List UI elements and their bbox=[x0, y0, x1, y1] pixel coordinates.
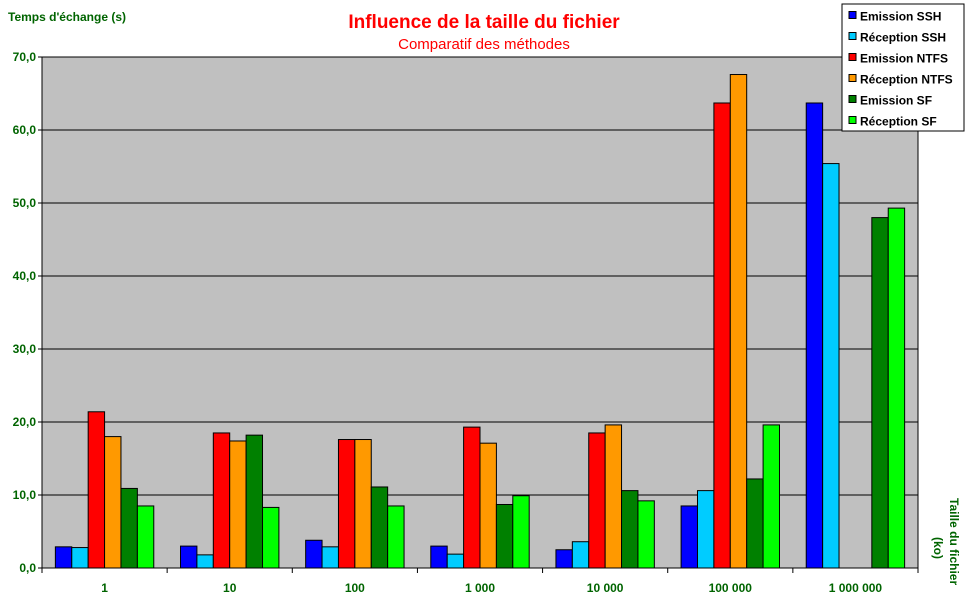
bar-2-5 bbox=[571, 541, 590, 569]
bar-5-1 bbox=[120, 487, 138, 569]
y-axis-title: Temps d'échange (s) bbox=[8, 10, 126, 24]
x-axis-title-line1: Taille du fichier bbox=[947, 498, 961, 585]
bar-4-1 bbox=[104, 436, 122, 569]
legend-swatch bbox=[848, 11, 857, 19]
legend-swatch bbox=[848, 32, 857, 40]
y-axis-ticks: 0,0 10,0 20,0 30,0 40,0 50,0 60,0 70,0 bbox=[13, 50, 42, 575]
legend-label: Emission SF bbox=[860, 94, 932, 108]
bar-2-6 bbox=[696, 490, 715, 569]
x-tick-label: 10 000 bbox=[587, 581, 624, 595]
bar-1-7 bbox=[805, 102, 824, 569]
bar-1-3 bbox=[305, 539, 323, 569]
bar-5-3 bbox=[370, 486, 389, 569]
bar-6-4 bbox=[512, 495, 530, 569]
bar-3-1 bbox=[87, 411, 106, 569]
legend-box bbox=[841, 3, 965, 132]
bar-6-7 bbox=[887, 207, 906, 569]
legend: Emission SSH Réception SSH Emission NTFS Ré… bbox=[841, 3, 965, 132]
bar-5-7 bbox=[871, 217, 889, 569]
y-tick-label: 50,0 bbox=[13, 196, 37, 210]
bar-5-4 bbox=[495, 503, 514, 569]
legend-label: Réception NTFS bbox=[860, 73, 953, 87]
bar-2-7 bbox=[822, 163, 840, 569]
x-axis-title: Taille du fichier (ko) bbox=[931, 498, 961, 585]
bar-3-4 bbox=[463, 426, 481, 569]
chart-subtitle: Comparatif des méthodes bbox=[398, 36, 570, 53]
legend-swatch bbox=[848, 74, 857, 82]
legend-label: Emission SSH bbox=[860, 10, 941, 24]
x-axis-ticks: 1 10 100 1 000 10 000 100 000 1 000 000 bbox=[41, 568, 919, 595]
bar-6-3 bbox=[387, 505, 405, 569]
bar-2-4 bbox=[446, 553, 465, 569]
x-axis-title-line2: (ko) bbox=[931, 537, 945, 559]
bar-4-2 bbox=[229, 440, 247, 569]
bar-3-3 bbox=[337, 439, 356, 569]
bar-6-2 bbox=[262, 506, 280, 569]
bar-3-6 bbox=[713, 102, 731, 569]
bar-6-5 bbox=[637, 500, 655, 569]
bar-2-2 bbox=[196, 554, 214, 569]
x-tick-label: 10 bbox=[223, 581, 237, 595]
y-tick-label: 0,0 bbox=[19, 561, 36, 575]
bar-4-6 bbox=[729, 74, 748, 569]
y-tick-label: 40,0 bbox=[13, 269, 37, 283]
bar-5-5 bbox=[621, 490, 639, 569]
bar-6-1 bbox=[136, 505, 155, 569]
x-tick-label: 100 bbox=[345, 581, 365, 595]
bar-5-6 bbox=[746, 478, 764, 569]
bar-1-2 bbox=[180, 545, 198, 569]
y-tick-label: 30,0 bbox=[13, 342, 37, 356]
legend-label: Réception SF bbox=[860, 115, 937, 129]
x-tick-label: 1 000 000 bbox=[829, 581, 883, 595]
bar-2-1 bbox=[71, 547, 89, 569]
y-tick-label: 60,0 bbox=[13, 123, 37, 137]
legend-label: Emission NTFS bbox=[860, 52, 948, 66]
legend-swatch bbox=[848, 116, 857, 124]
bars bbox=[54, 74, 906, 569]
y-tick-label: 20,0 bbox=[13, 415, 37, 429]
y-tick-label: 70,0 bbox=[13, 50, 37, 64]
bar-1-4 bbox=[430, 545, 448, 569]
chart-title: Influence de la taille du fichier bbox=[348, 12, 620, 33]
bar-5-2 bbox=[245, 434, 264, 569]
bar-4-3 bbox=[354, 439, 372, 569]
legend-label: Réception SSH bbox=[860, 31, 946, 45]
bar-1-5 bbox=[555, 549, 573, 569]
x-tick-label: 1 000 bbox=[465, 581, 495, 595]
bar-3-2 bbox=[212, 432, 231, 569]
bar-1-1 bbox=[54, 546, 73, 569]
bar-4-5 bbox=[604, 424, 623, 569]
x-tick-label: 100 000 bbox=[709, 581, 753, 595]
bar-3-5 bbox=[588, 432, 606, 569]
bar-1-6 bbox=[680, 505, 698, 569]
legend-swatch bbox=[848, 53, 857, 61]
bar-4-4 bbox=[479, 442, 497, 569]
y-tick-label: 10,0 bbox=[13, 488, 37, 502]
bar-2-3 bbox=[321, 546, 339, 569]
x-tick-label: 1 bbox=[101, 581, 108, 595]
legend-swatch bbox=[848, 95, 857, 103]
bar-6-6 bbox=[762, 424, 780, 569]
